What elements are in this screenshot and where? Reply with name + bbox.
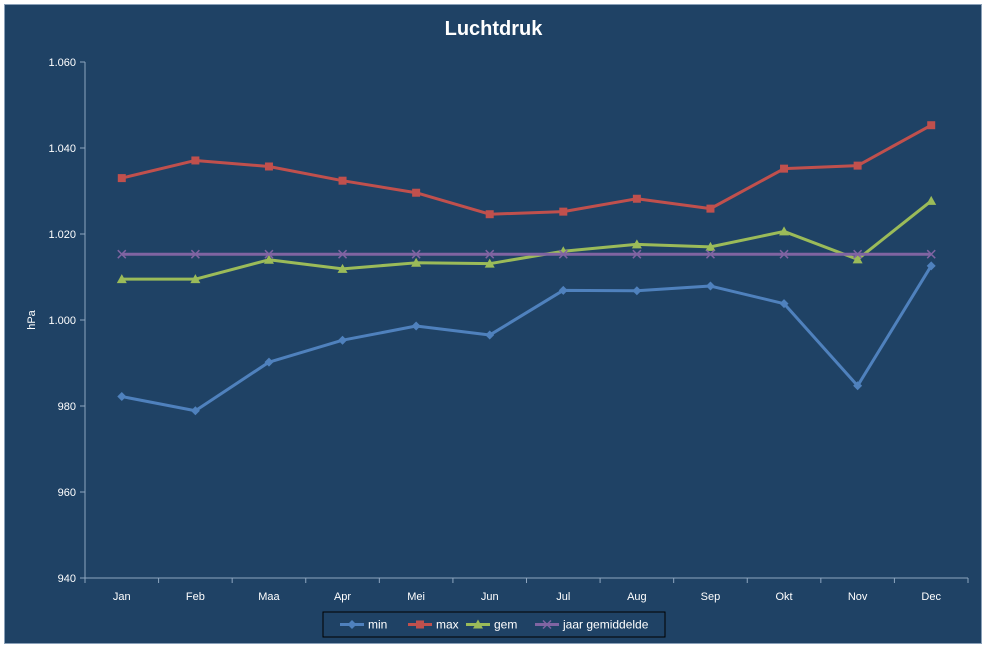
x-tick-label: Dec — [921, 591, 941, 603]
marker-stroke — [779, 249, 789, 259]
y-tick-label: 980 — [58, 401, 76, 413]
data-point-gem — [484, 258, 495, 268]
data-point-min — [632, 286, 642, 296]
data-point-min — [779, 299, 789, 309]
legend-label-min: min — [368, 618, 387, 632]
marker-stroke — [411, 249, 421, 259]
y-tick-label: 940 — [58, 573, 76, 585]
legend-marker-min — [347, 620, 357, 629]
data-point-min — [705, 281, 715, 291]
marker-stroke — [926, 249, 936, 259]
data-point-max — [632, 194, 641, 203]
data-point-max — [338, 176, 347, 185]
legend-label-max: max — [436, 618, 459, 632]
data-point-gem — [926, 195, 937, 205]
x-tick-label: Nov — [848, 591, 868, 603]
data-point-jaar-gemiddelde — [264, 249, 274, 259]
marker-stroke — [338, 249, 348, 259]
legend-marker-gem — [473, 619, 483, 629]
data-point-gem — [411, 257, 422, 267]
y-tick-label: 1.040 — [48, 143, 76, 155]
marker-stroke — [117, 249, 127, 259]
data-point-jaar-gemiddelde — [485, 249, 495, 259]
data-point-jaar-gemiddelde — [411, 249, 421, 259]
data-point-gem — [190, 274, 201, 284]
data-point-min — [926, 261, 936, 271]
marker-stroke — [558, 249, 568, 259]
x-tick-label: Okt — [775, 591, 792, 603]
data-point-max — [117, 174, 126, 183]
data-point-max — [412, 188, 421, 197]
data-point-jaar-gemiddelde — [117, 249, 127, 259]
legend-marker-max — [416, 620, 424, 629]
data-point-max — [780, 164, 789, 173]
chart-frame — [4, 4, 982, 644]
data-point-gem — [779, 226, 790, 236]
data-point-min — [117, 392, 127, 402]
data-point-min — [190, 406, 200, 416]
marker-stroke — [853, 249, 863, 259]
data-point-gem — [705, 241, 716, 251]
data-point-gem — [263, 254, 274, 264]
data-point-min — [264, 357, 274, 367]
legend-label-gem: gem — [494, 618, 517, 632]
series-line-gem — [121, 199, 933, 281]
y-tick-label: 960 — [58, 487, 76, 499]
data-point-min — [853, 381, 863, 391]
data-point-max — [191, 156, 200, 165]
y-tick-label: 1.060 — [48, 57, 76, 69]
data-point-jaar-gemiddelde — [705, 249, 715, 259]
marker-stroke — [632, 249, 642, 259]
data-point-jaar-gemiddelde — [926, 249, 936, 259]
marker-stroke — [264, 249, 274, 259]
x-tick-label: Mei — [407, 591, 425, 603]
data-point-max — [927, 121, 936, 130]
x-tick-label: Jun — [481, 591, 499, 603]
data-point-gem — [852, 254, 863, 264]
legend-label-jaar-gemiddelde: jaar gemiddelde — [562, 618, 649, 632]
x-tick-label: Sep — [701, 591, 721, 603]
data-point-jaar-gemiddelde — [338, 249, 348, 259]
y-tick-label: 1.000 — [48, 315, 76, 327]
x-tick-label: Jul — [556, 591, 570, 603]
x-tick-label: Apr — [334, 591, 351, 603]
series-layer — [116, 121, 937, 416]
chart-title: Luchtdruk — [444, 18, 543, 40]
legend-box — [322, 611, 666, 638]
data-point-jaar-gemiddelde — [190, 249, 200, 259]
y-tick-label: 1.020 — [48, 229, 76, 241]
legend: min max gem jaar gemiddelde — [322, 611, 666, 638]
marker-stroke — [485, 249, 495, 259]
data-point-jaar-gemiddelde — [632, 249, 642, 259]
data-point-max — [853, 161, 862, 170]
series-line-max — [121, 123, 932, 216]
y-axis-title: hPa — [26, 309, 38, 329]
data-point-jaar-gemiddelde — [779, 249, 789, 259]
data-point-max — [264, 162, 273, 171]
series-line-min — [121, 265, 933, 413]
data-point-max — [706, 204, 715, 213]
data-point-jaar-gemiddelde — [558, 249, 568, 259]
data-point-min — [485, 330, 495, 340]
data-point-jaar-gemiddelde — [853, 249, 863, 259]
data-point-min — [558, 285, 568, 295]
data-point-gem — [631, 239, 642, 249]
x-tick-label: Feb — [186, 591, 205, 603]
marker-stroke — [190, 249, 200, 259]
x-tick-label: Maa — [258, 591, 280, 603]
data-point-max — [485, 210, 494, 219]
data-point-gem — [337, 263, 348, 273]
x-tick-label: Jan — [113, 591, 131, 603]
marker-stroke — [542, 619, 552, 630]
data-point-min — [411, 321, 421, 331]
x-tick-label: Aug — [627, 591, 647, 603]
legend-marker-jaar-gemiddelde — [542, 619, 552, 630]
axes: 940 960 980 1.000 1.020 1.040 1.060 Jan Feb Maa Ap… — [26, 57, 969, 603]
marker-stroke — [705, 249, 715, 259]
data-point-gem — [116, 274, 127, 284]
data-point-min — [338, 335, 348, 345]
data-point-max — [559, 207, 568, 216]
